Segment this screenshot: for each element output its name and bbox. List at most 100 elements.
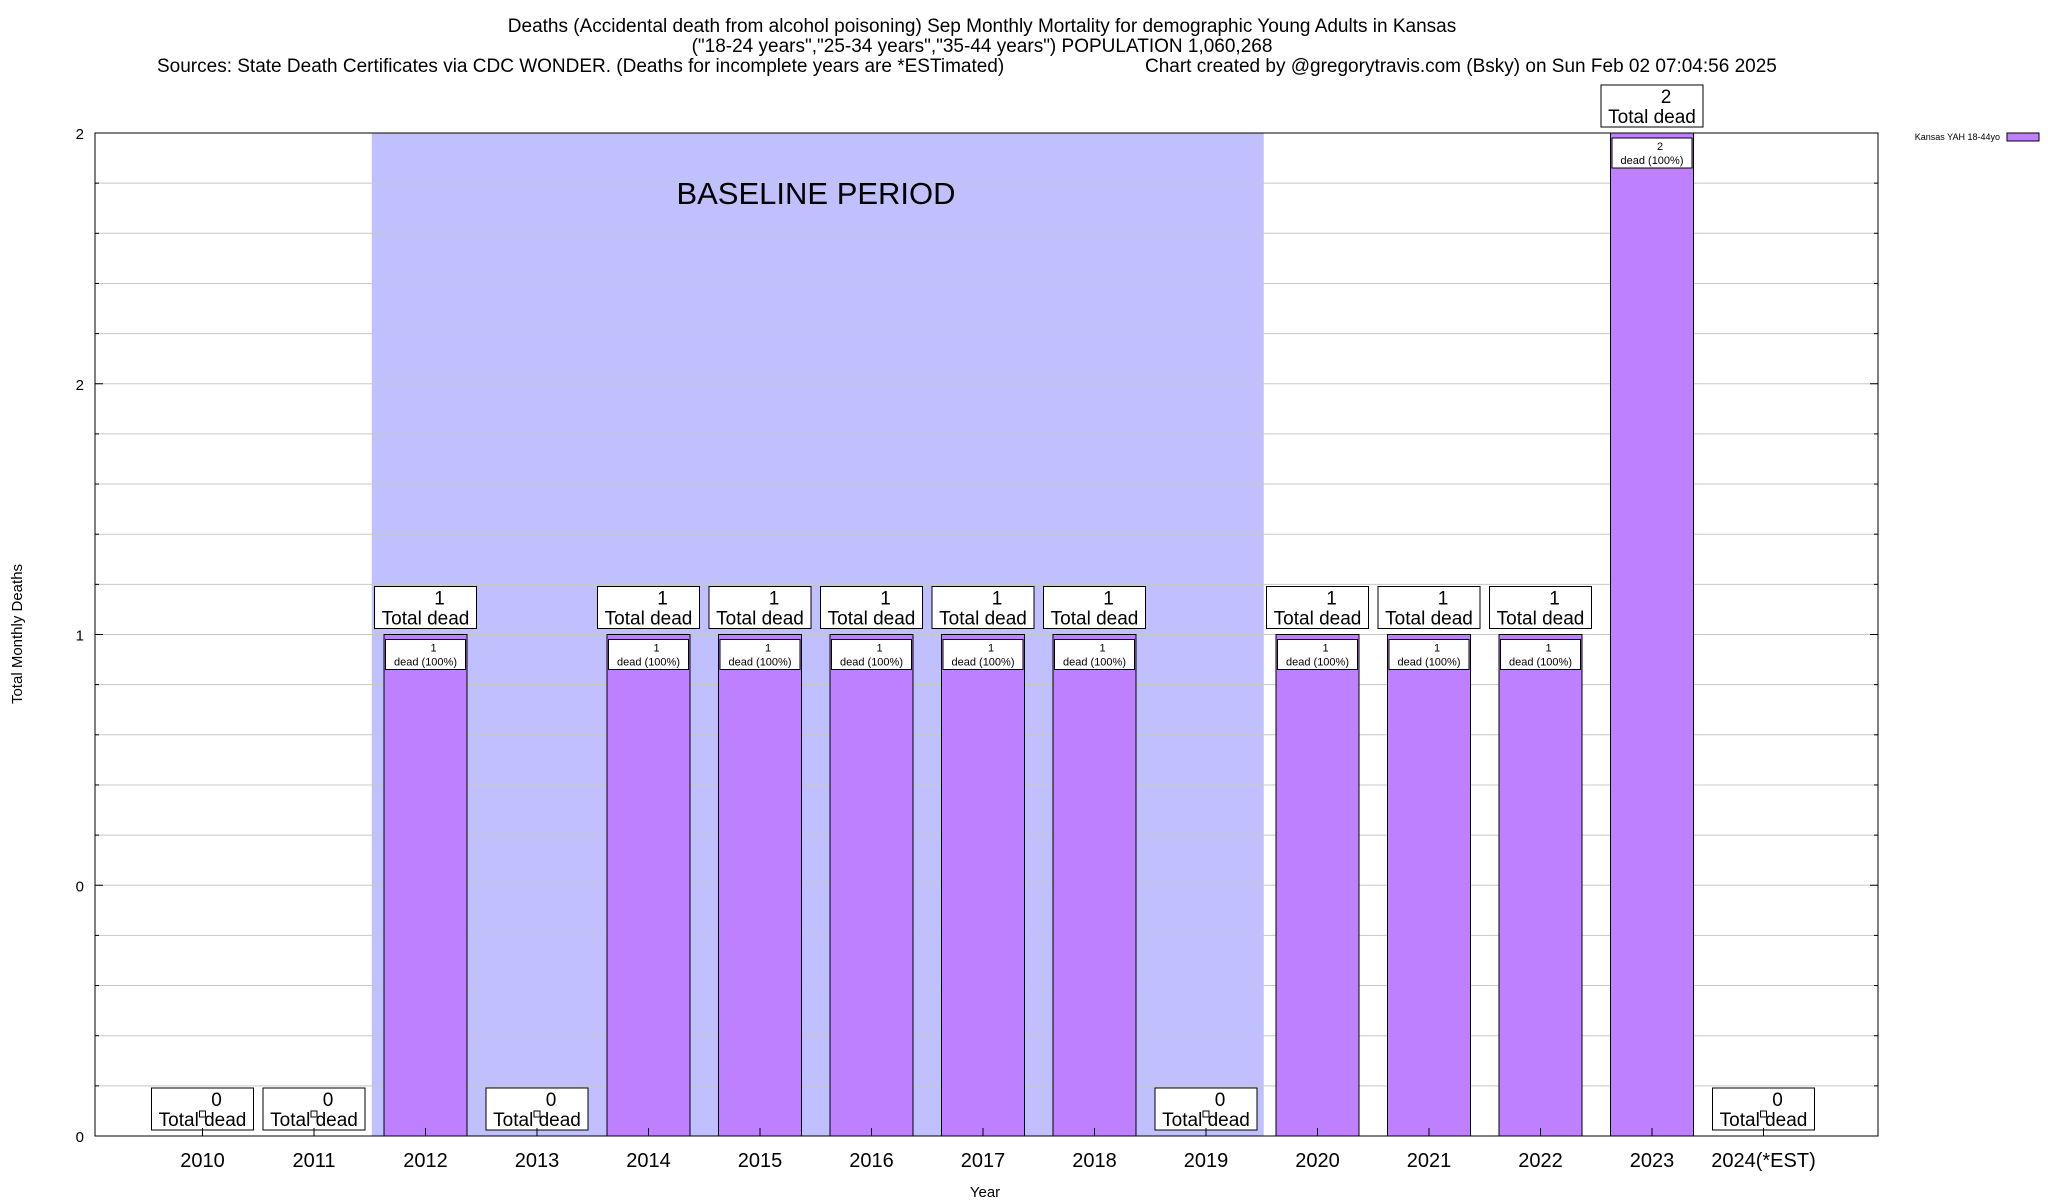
total-label-box — [1154, 1087, 1258, 1131]
inner-label-value: 1 — [653, 643, 659, 655]
legend: Kansas YAH 18-44yo — [1915, 132, 2040, 142]
inner-label-box — [1500, 639, 1581, 670]
inner-label-value: 2 — [1657, 141, 1663, 153]
inner-label-box — [1054, 639, 1135, 670]
zero-marker — [310, 1110, 318, 1118]
total-label-text: Total dead — [270, 1110, 358, 1131]
total-label-value: 1 — [1438, 589, 1449, 610]
x-tick-label: 2022 — [1518, 1150, 1563, 1172]
total-label-box — [597, 586, 700, 629]
inner-label-value: 1 — [1545, 643, 1551, 655]
inner-label-box — [1277, 639, 1358, 670]
total-label-box — [820, 586, 923, 629]
total-label-value: 1 — [657, 589, 668, 610]
inner-label-box — [831, 639, 912, 670]
baseline-period-label: BASELINE PERIOD — [676, 176, 955, 211]
legend-swatch — [2006, 132, 2040, 142]
bar — [718, 634, 802, 1137]
bar — [1052, 634, 1137, 1137]
y-tick-label: 0 — [76, 1129, 84, 1146]
x-tick-label: 2023 — [1630, 1150, 1675, 1172]
x-tick-label: 2015 — [738, 1150, 783, 1172]
inner-label-box — [719, 639, 801, 670]
chart-credit: Chart created by @gregorytravis.com (Bsk… — [1145, 56, 1777, 77]
x-tick-label: 2013 — [515, 1150, 560, 1172]
x-tick-label: 2014 — [626, 1150, 671, 1172]
legend-label: Kansas YAH 18-44yo — [1915, 132, 2000, 142]
inner-label-text: dead (100%) — [952, 657, 1015, 669]
total-label-text: Total dead — [493, 1110, 581, 1131]
x-tick-label: 2024(*EST) — [1711, 1150, 1816, 1172]
x-tick-label: 2020 — [1295, 1150, 1340, 1172]
bar — [383, 634, 468, 1137]
y-axis-label: Total Monthly Deaths — [9, 564, 26, 704]
inner-label-text: dead (100%) — [617, 657, 680, 669]
total-label-text: Total dead — [1720, 1110, 1808, 1131]
total-label-text: Total dead — [1497, 609, 1585, 630]
inner-label-text: dead (100%) — [1509, 657, 1572, 669]
x-axis-label: Year — [970, 1184, 1000, 1200]
inner-label-value: 1 — [765, 643, 771, 655]
total-label-box — [1266, 586, 1369, 629]
x-tick-label: 2016 — [849, 1150, 894, 1172]
inner-label-text: dead (100%) — [840, 657, 903, 669]
inner-label-text: dead (100%) — [729, 657, 792, 669]
total-label-value: 1 — [769, 589, 780, 610]
y-tick-label: 2 — [76, 126, 84, 143]
inner-label-value: 1 — [1434, 643, 1440, 655]
total-label-text: Total dead — [1162, 1110, 1250, 1131]
zero-marker — [533, 1110, 541, 1118]
total-label-value: 0 — [323, 1090, 334, 1111]
inner-label-box — [1611, 137, 1693, 169]
total-label-text: Total dead — [939, 609, 1027, 630]
total-label-value: 2 — [1661, 87, 1672, 108]
total-label-box — [1712, 1087, 1815, 1131]
bar — [1387, 634, 1471, 1137]
total-label-value: 1 — [1549, 589, 1560, 610]
inner-label-box — [942, 639, 1024, 670]
chart-sources: Sources: State Death Certificates via CD… — [157, 56, 1004, 77]
zero-marker — [199, 1110, 206, 1118]
bar — [829, 634, 914, 1137]
zero-marker — [1202, 1110, 1210, 1118]
inner-label-value: 1 — [430, 643, 436, 655]
x-tick-label: 2012 — [403, 1150, 448, 1172]
total-label-box — [931, 586, 1035, 629]
bar — [606, 634, 691, 1137]
total-label-text: Total dead — [1608, 107, 1696, 128]
bar — [1498, 634, 1583, 1137]
x-tick-label: 2019 — [1184, 1150, 1229, 1172]
total-label-value: 0 — [1215, 1090, 1226, 1111]
y-tick-label: 2 — [76, 377, 84, 394]
total-label-box — [1600, 84, 1704, 128]
inner-label-box — [1388, 639, 1470, 670]
inner-label-text: dead (100%) — [394, 657, 457, 669]
inner-label-text: dead (100%) — [1621, 155, 1684, 167]
inner-label-text: dead (100%) — [1063, 657, 1126, 669]
inner-label-text: dead (100%) — [1398, 657, 1461, 669]
total-label-box — [708, 586, 812, 629]
y-tick-label: 1 — [76, 628, 84, 645]
total-label-value: 1 — [1326, 589, 1337, 610]
inner-label-text: dead (100%) — [1286, 657, 1349, 669]
total-label-text: Total dead — [1274, 609, 1362, 630]
x-tick-label: 2011 — [292, 1150, 335, 1172]
bar — [1275, 634, 1360, 1137]
total-label-text: Total dead — [1385, 609, 1473, 630]
total-label-text: Total dead — [828, 609, 916, 630]
x-tick-label: 2010 — [180, 1150, 225, 1172]
total-label-box — [262, 1087, 366, 1131]
inner-label-box — [385, 639, 466, 670]
inner-label-value: 1 — [988, 643, 994, 655]
inner-label-value: 1 — [1099, 643, 1105, 655]
x-tick-label: 2017 — [961, 1150, 1006, 1172]
zero-marker — [1760, 1110, 1767, 1118]
total-label-text: Total dead — [382, 609, 470, 630]
total-label-value: 1 — [1103, 589, 1114, 610]
total-label-text: Total dead — [1051, 609, 1139, 630]
total-label-text: Total dead — [159, 1110, 247, 1131]
x-tick-label: 2021 — [1407, 1150, 1452, 1172]
y-tick-label: 0 — [76, 878, 84, 895]
total-label-box — [374, 586, 477, 629]
